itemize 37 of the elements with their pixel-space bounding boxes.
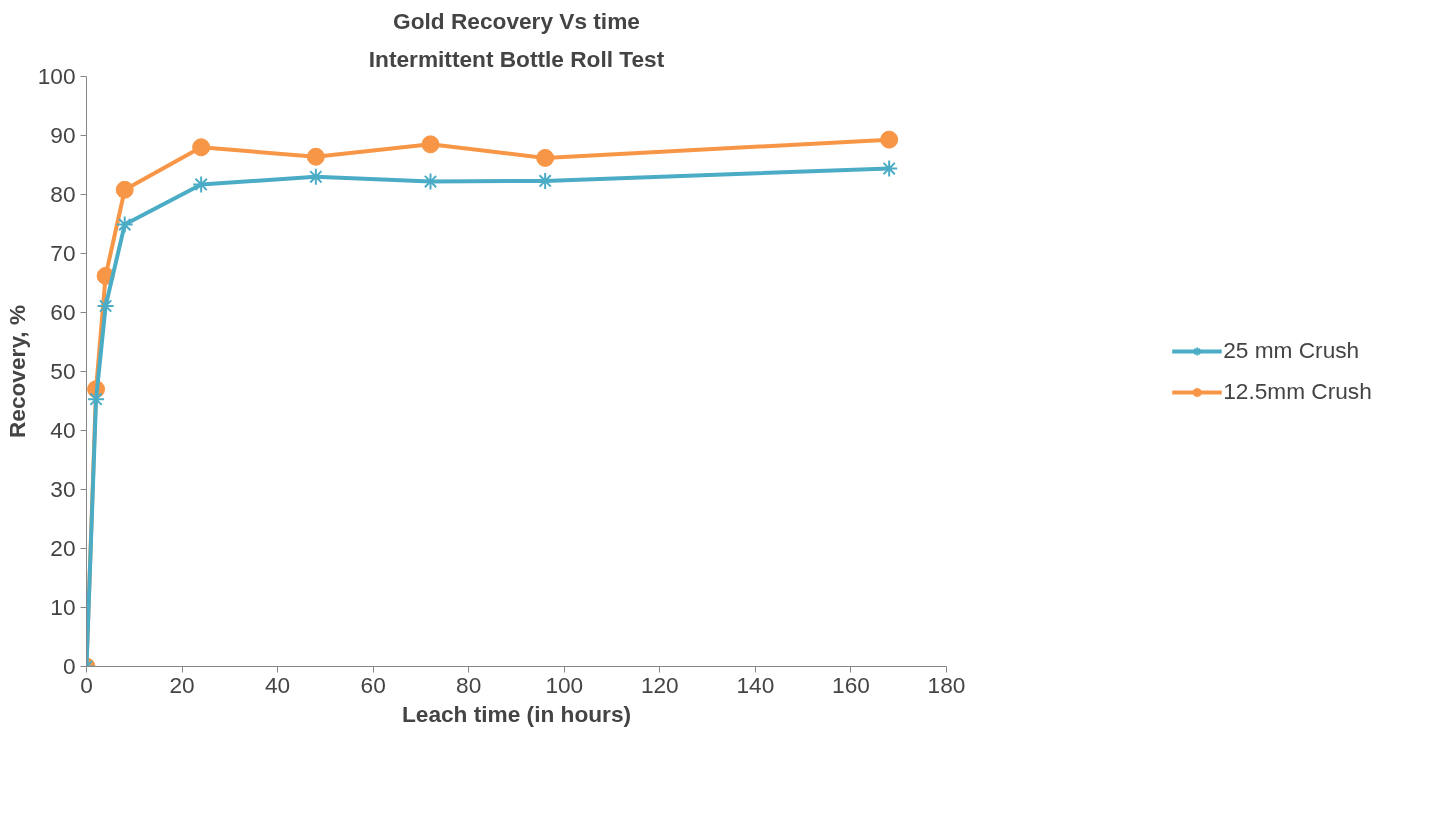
- x-tick-label: 140: [736, 671, 775, 698]
- y-tick-label: 40: [50, 417, 76, 443]
- x-tick-label: 20: [169, 671, 195, 698]
- x-tick-label: 40: [265, 671, 291, 698]
- point: [115, 215, 134, 234]
- y-tick-label: 60: [50, 299, 76, 325]
- point: [96, 297, 115, 316]
- x-tick-label: 120: [640, 671, 679, 698]
- point: [306, 167, 325, 186]
- x-axis-title: Leach time (in hours): [401, 700, 632, 727]
- y-tick-label: 80: [50, 181, 76, 207]
- point: [421, 135, 440, 154]
- point: [536, 148, 555, 167]
- y-tick-label: 100: [37, 63, 76, 89]
- y-tick-label: 50: [50, 358, 76, 384]
- x-tick-label: 0: [80, 671, 93, 698]
- point: [192, 138, 211, 157]
- chart-title: Gold Recovery Vs time: [393, 7, 640, 34]
- x-tick-label: 180: [927, 671, 966, 698]
- legend-label: 25 mm Crush: [1223, 337, 1360, 364]
- y-tick-label: 30: [50, 476, 76, 502]
- y-tick-label: 70: [50, 240, 76, 266]
- x-tick-label: 100: [545, 671, 584, 698]
- point: [306, 147, 325, 166]
- x-tick-label: 80: [456, 671, 482, 698]
- y-tick-label: 20: [50, 535, 76, 561]
- point: [115, 180, 134, 199]
- legend-label: 12.5mm Crush: [1223, 378, 1372, 405]
- y-axis-title: Recovery, %: [3, 304, 30, 439]
- y-tick-label: 10: [50, 594, 76, 620]
- point: [880, 159, 899, 178]
- x-tick-label: 160: [832, 671, 870, 698]
- x-tick-label: 60: [360, 671, 386, 698]
- chart-subtitle: Intermittent Bottle Roll Test: [368, 45, 665, 72]
- y-tick-label: 90: [50, 122, 76, 148]
- point: [880, 130, 899, 149]
- y-tick-label: 0: [62, 653, 76, 679]
